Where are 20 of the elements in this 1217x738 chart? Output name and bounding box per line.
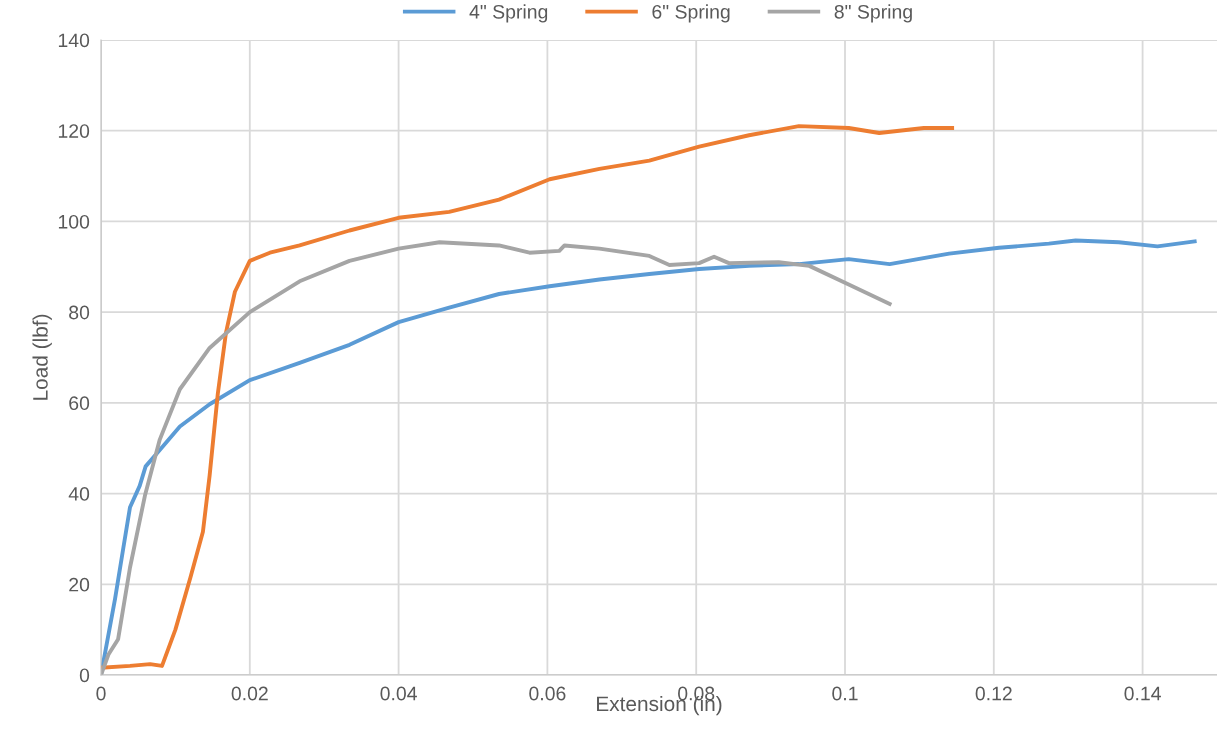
y-tick-label: 80 <box>69 305 90 320</box>
x-tick-label: 0 <box>96 686 106 701</box>
y-tick-label: 100 <box>58 214 90 229</box>
x-tick-label: 0.04 <box>380 686 417 701</box>
legend-label: 6" Spring <box>652 4 730 23</box>
y-tick-label: 40 <box>68 487 90 501</box>
y-tick-label: 0 <box>79 668 90 683</box>
legend-label: 8" Spring <box>834 4 912 23</box>
x-tick-label: 0.06 <box>529 686 566 701</box>
x-tick-label: 0.12 <box>975 686 1012 701</box>
y-tick-label: 120 <box>58 124 90 138</box>
y-tick-label: 20 <box>69 577 90 592</box>
x-tick-label: 0.14 <box>1124 686 1161 701</box>
y-axis-title: Load (lbf) <box>32 314 52 400</box>
legend-label: 4" Spring <box>469 4 548 23</box>
y-tick-label: 140 <box>58 33 90 48</box>
line-series <box>101 240 892 675</box>
y-tick-label: 60 <box>69 396 90 411</box>
x-tick-label: 0.02 <box>231 686 268 701</box>
x-tick-label: 0.1 <box>832 686 858 701</box>
